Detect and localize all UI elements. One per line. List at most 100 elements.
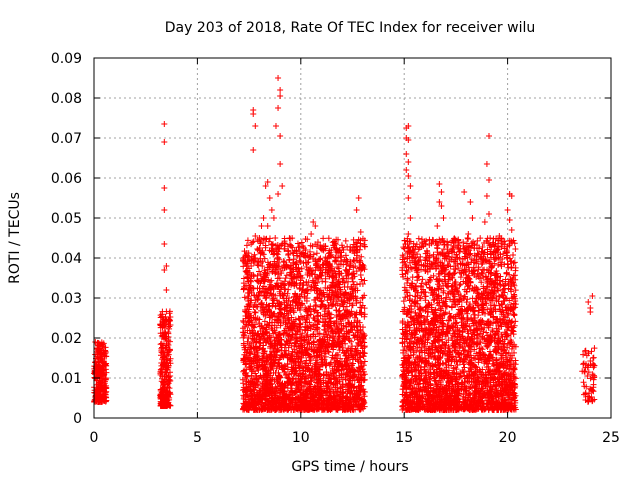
data-point — [241, 294, 248, 301]
data-point — [313, 250, 320, 257]
data-point — [160, 342, 167, 349]
data-point — [243, 242, 250, 249]
data-point — [281, 286, 288, 293]
data-point — [161, 387, 168, 394]
data-point — [167, 322, 174, 329]
data-point — [162, 329, 169, 336]
data-point — [160, 392, 167, 399]
data-point — [158, 345, 165, 352]
data-point — [91, 389, 98, 396]
data-point — [91, 396, 98, 403]
data-point — [165, 362, 172, 369]
data-point — [400, 298, 407, 305]
data-points — [91, 75, 598, 413]
data-point — [512, 287, 519, 294]
data-point — [162, 313, 169, 320]
data-point — [98, 396, 105, 403]
data-point — [94, 358, 101, 365]
data-point — [158, 401, 165, 408]
data-point — [99, 370, 106, 377]
data-point — [342, 237, 349, 244]
data-point — [96, 372, 103, 379]
data-point — [268, 277, 275, 284]
data-point — [285, 286, 292, 293]
data-point — [158, 362, 165, 369]
data-point — [282, 275, 289, 282]
data-point — [103, 384, 110, 391]
data-point — [248, 372, 255, 379]
data-point — [103, 353, 110, 360]
data-point — [166, 390, 173, 397]
data-point — [157, 391, 164, 398]
data-point — [512, 246, 519, 253]
data-point — [94, 344, 101, 351]
data-point — [158, 333, 165, 340]
data-point — [358, 276, 365, 283]
data-point — [319, 278, 326, 285]
data-point — [159, 372, 166, 379]
data-point — [163, 369, 170, 376]
data-point — [344, 243, 351, 250]
data-point — [166, 376, 173, 383]
grid — [94, 58, 611, 418]
data-point — [159, 399, 166, 406]
data-point — [157, 366, 164, 373]
data-point — [163, 308, 170, 315]
data-point — [286, 235, 293, 242]
data-point — [296, 257, 303, 264]
data-point — [163, 344, 170, 351]
data-point — [160, 348, 167, 355]
data-point — [357, 280, 364, 287]
data-point — [272, 235, 279, 242]
data-point — [159, 324, 166, 331]
data-point — [358, 253, 365, 260]
data-point — [338, 242, 345, 249]
data-point — [96, 355, 103, 362]
data-point — [162, 402, 169, 409]
data-point — [357, 272, 364, 279]
data-point — [165, 380, 172, 387]
data-point — [360, 349, 367, 356]
data-point — [251, 309, 258, 316]
data-point — [423, 237, 430, 244]
data-point — [92, 367, 99, 374]
data-point — [96, 365, 103, 372]
data-point — [161, 316, 168, 323]
data-point — [98, 356, 105, 363]
data-point — [157, 314, 164, 321]
data-point — [320, 235, 327, 242]
data-point — [297, 258, 304, 265]
data-point — [511, 259, 518, 266]
data-point — [96, 349, 103, 356]
data-point — [160, 354, 167, 361]
data-point — [415, 235, 422, 242]
data-point — [100, 388, 107, 395]
data-point — [346, 266, 353, 273]
data-point — [164, 381, 171, 388]
data-point — [166, 325, 173, 332]
data-point — [98, 364, 105, 371]
data-point — [165, 348, 172, 355]
data-point — [268, 268, 275, 275]
data-point — [283, 272, 290, 279]
data-point — [160, 386, 167, 393]
data-point — [166, 394, 173, 401]
data-point — [100, 345, 107, 352]
data-point — [404, 277, 411, 284]
data-point — [97, 397, 104, 404]
data-point — [164, 350, 171, 357]
data-point — [477, 235, 484, 242]
data-point — [100, 395, 107, 402]
data-point — [165, 334, 172, 341]
data-point — [298, 239, 305, 246]
data-point — [98, 342, 105, 349]
data-point — [330, 346, 337, 353]
data-point — [101, 378, 108, 385]
data-point — [102, 362, 109, 369]
data-point — [510, 251, 517, 258]
data-point — [167, 355, 174, 362]
data-point — [310, 251, 317, 258]
data-point — [322, 278, 329, 285]
data-point — [166, 310, 173, 317]
